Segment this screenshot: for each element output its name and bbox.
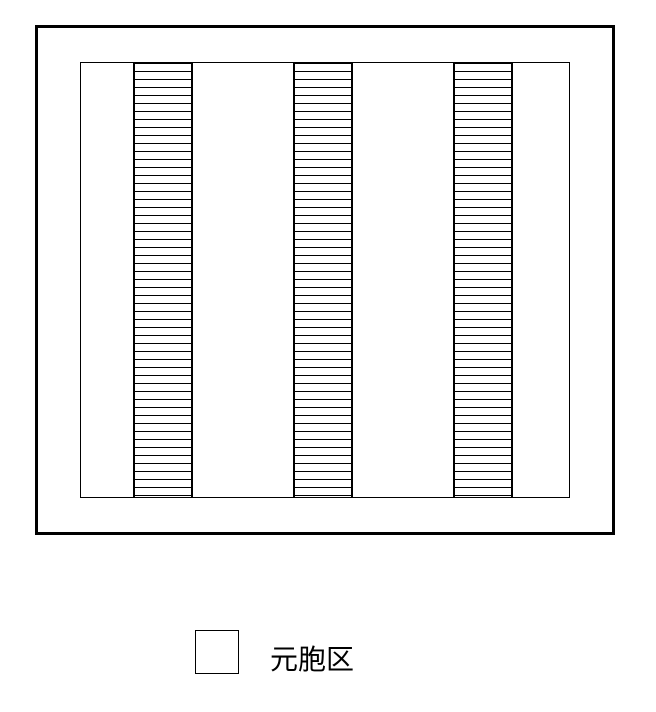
- dotted-column: [512, 62, 570, 498]
- dotted-column: [192, 62, 294, 498]
- dotted-column: [352, 62, 454, 498]
- dotted-column: [80, 62, 134, 498]
- hatched-column: [454, 62, 512, 498]
- legend-swatch: [195, 630, 239, 674]
- pattern-region: [80, 62, 570, 498]
- hatched-column: [294, 62, 352, 498]
- hatched-column: [134, 62, 192, 498]
- legend-label: 元胞区: [270, 638, 354, 678]
